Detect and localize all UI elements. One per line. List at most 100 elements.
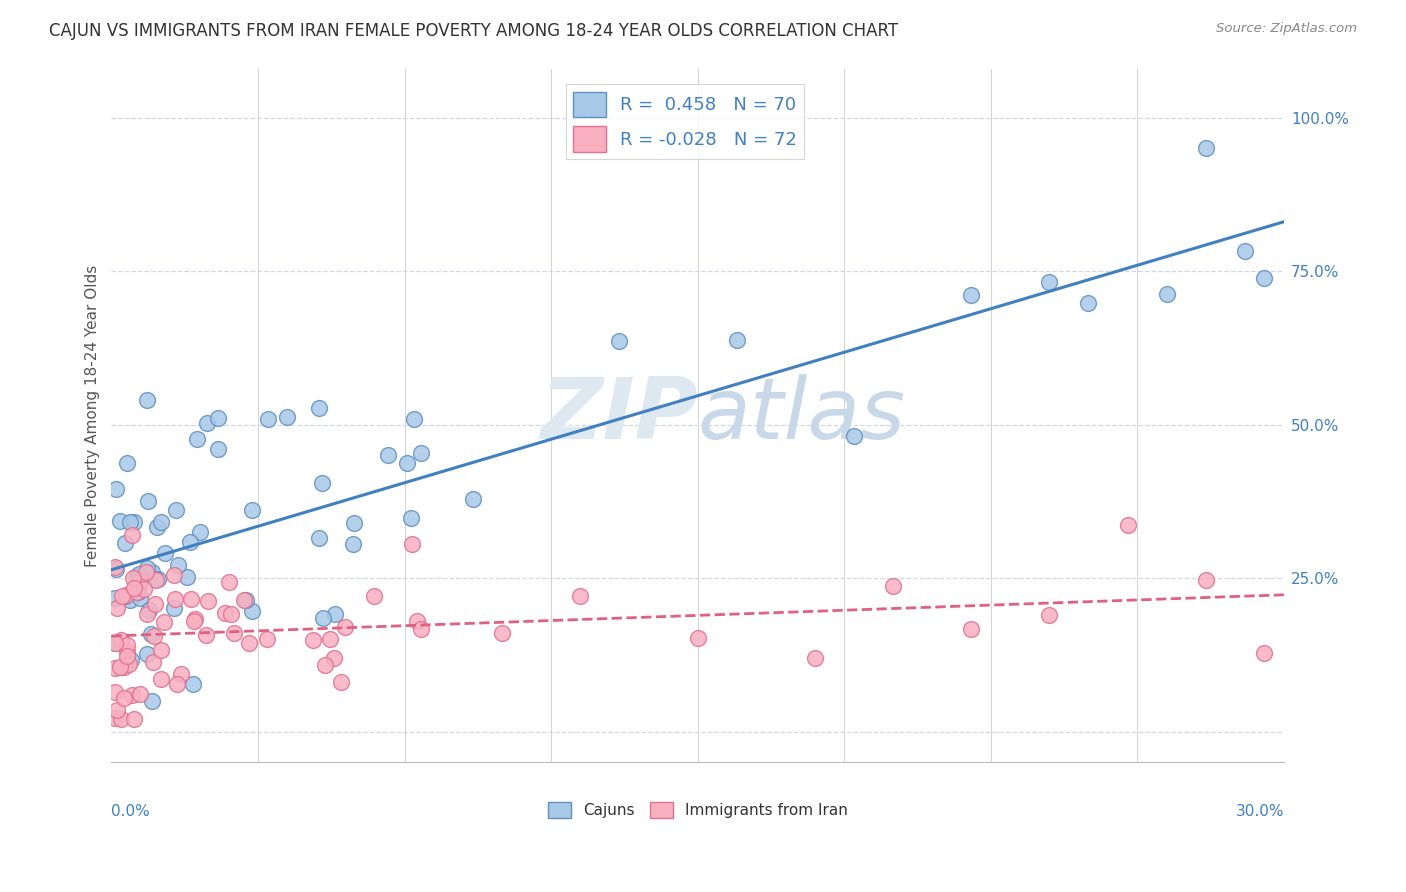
Point (221, 607, 243, 621)
Point (125, 568, 148, 582)
Point (150, 672, 173, 686)
Point (169, 667, 191, 681)
Point (118, 592, 141, 607)
Point (323, 651, 346, 665)
Point (308, 401, 330, 415)
Point (163, 601, 186, 615)
Point (122, 571, 145, 585)
Point (135, 565, 157, 579)
Y-axis label: Female Poverty Among 18-24 Year Olds: Female Poverty Among 18-24 Year Olds (86, 264, 100, 566)
Point (145, 520, 167, 534)
Point (257, 411, 280, 425)
Point (122, 515, 145, 529)
Point (1038, 275, 1060, 289)
Point (122, 713, 145, 727)
Point (115, 638, 138, 652)
Text: ZIP: ZIP (540, 374, 697, 457)
Point (108, 515, 131, 529)
Point (142, 655, 165, 669)
Point (110, 713, 132, 727)
Point (128, 591, 150, 605)
Point (146, 572, 169, 586)
Point (1116, 517, 1139, 532)
Point (115, 456, 138, 470)
Point (312, 611, 335, 625)
Point (195, 416, 218, 430)
Point (142, 629, 165, 643)
Point (179, 535, 201, 549)
Point (111, 589, 134, 603)
Point (138, 603, 160, 617)
Point (1195, 573, 1218, 587)
Point (207, 411, 229, 425)
Point (342, 516, 364, 531)
Point (240, 502, 263, 516)
Point (105, 703, 128, 717)
Point (1038, 608, 1060, 623)
Point (165, 502, 187, 516)
Point (335, 620, 357, 634)
Point (136, 607, 159, 622)
Point (197, 593, 219, 607)
Point (207, 442, 229, 456)
Point (1253, 647, 1275, 661)
Legend: Cajuns, Immigrants from Iran: Cajuns, Immigrants from Iran (541, 796, 853, 824)
Point (842, 429, 865, 443)
Point (461, 492, 484, 507)
Point (136, 393, 159, 408)
Point (180, 591, 202, 606)
Point (401, 537, 423, 551)
Point (121, 528, 143, 542)
Point (409, 622, 432, 636)
Point (104, 711, 127, 725)
Point (112, 660, 135, 674)
Point (127, 585, 149, 599)
Point (104, 636, 127, 650)
Point (686, 631, 709, 645)
Point (377, 449, 399, 463)
Point (138, 493, 160, 508)
Point (128, 577, 150, 591)
Point (104, 635, 127, 649)
Point (115, 644, 138, 658)
Point (235, 592, 257, 607)
Point (122, 581, 145, 595)
Point (1156, 287, 1178, 301)
Point (117, 648, 139, 663)
Point (129, 574, 152, 588)
Point (1233, 244, 1256, 258)
Point (128, 566, 150, 581)
Point (115, 588, 138, 602)
Point (176, 570, 198, 584)
Point (609, 334, 631, 348)
Point (165, 591, 187, 606)
Point (240, 604, 263, 618)
Point (125, 584, 148, 599)
Point (149, 642, 172, 657)
Point (141, 566, 163, 580)
Text: atlas: atlas (697, 374, 905, 457)
Point (308, 531, 330, 545)
Point (401, 510, 423, 524)
Point (135, 561, 157, 575)
Point (960, 623, 983, 637)
Point (323, 607, 346, 621)
Point (104, 660, 127, 674)
Point (135, 647, 157, 661)
Point (166, 676, 188, 690)
Point (163, 567, 186, 582)
Point (232, 592, 254, 607)
Point (319, 632, 342, 646)
Point (188, 524, 211, 539)
Point (183, 614, 205, 628)
Text: 30.0%: 30.0% (1236, 804, 1284, 819)
Point (222, 625, 245, 640)
Point (218, 575, 240, 590)
Point (181, 676, 204, 690)
Point (104, 591, 127, 605)
Point (104, 482, 127, 496)
Point (118, 657, 141, 672)
Point (107, 601, 129, 615)
Point (311, 476, 333, 491)
Point (1195, 141, 1218, 155)
